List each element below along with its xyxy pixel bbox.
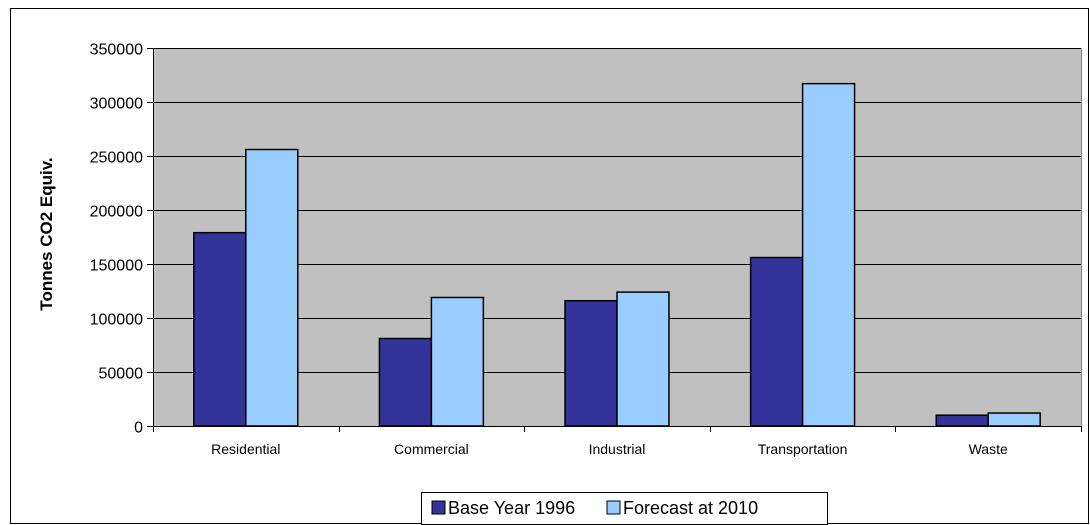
y-tick-label: 100000	[90, 312, 143, 329]
bar-base-year-waste	[935, 414, 989, 427]
axes	[147, 48, 1082, 432]
x-category-label: Transportation	[758, 441, 848, 457]
bar-base-year-residential	[193, 231, 247, 427]
x-category-label: Residential	[211, 441, 280, 457]
legend-label: Base Year 1996	[448, 498, 575, 518]
bar-base-year-industrial	[564, 299, 618, 427]
legend: Base Year 1996 Forecast at 2010	[421, 492, 828, 525]
x-category-label: Waste	[969, 441, 1008, 457]
y-tick-label: 250000	[90, 150, 143, 167]
x-category-label: Industrial	[589, 441, 646, 457]
y-axis-label: Tonnes CO2 Equiv.	[37, 157, 56, 310]
bar-forecast-industrial	[616, 291, 670, 427]
y-tick-label: 50000	[99, 366, 144, 383]
y-tick-label: 350000	[90, 42, 143, 59]
y-tick-label: 0	[134, 420, 143, 437]
y-tick-label: 150000	[90, 258, 143, 275]
y-tick-labels: 0 50000 100000 150000 200000 250000 300000 3500…	[90, 42, 143, 437]
y-tick-label: 200000	[90, 204, 143, 221]
bar-forecast-transportation	[801, 82, 856, 427]
bar-forecast-waste	[987, 412, 1041, 427]
x-category-labels: Residential Commercial Industrial Transport…	[211, 441, 1008, 457]
y-tick-label: 300000	[90, 96, 143, 113]
bar-forecast-commercial	[430, 296, 485, 427]
legend-swatch	[606, 500, 621, 515]
bar-base-year-commercial	[378, 337, 433, 427]
bar-base-year-transportation	[749, 256, 804, 427]
bars	[193, 82, 1041, 427]
legend-label: Forecast at 2010	[623, 498, 758, 518]
legend-box	[421, 492, 828, 525]
x-category-label: Commercial	[394, 441, 469, 457]
legend-swatch	[431, 500, 446, 515]
bar-forecast-residential	[245, 148, 299, 427]
